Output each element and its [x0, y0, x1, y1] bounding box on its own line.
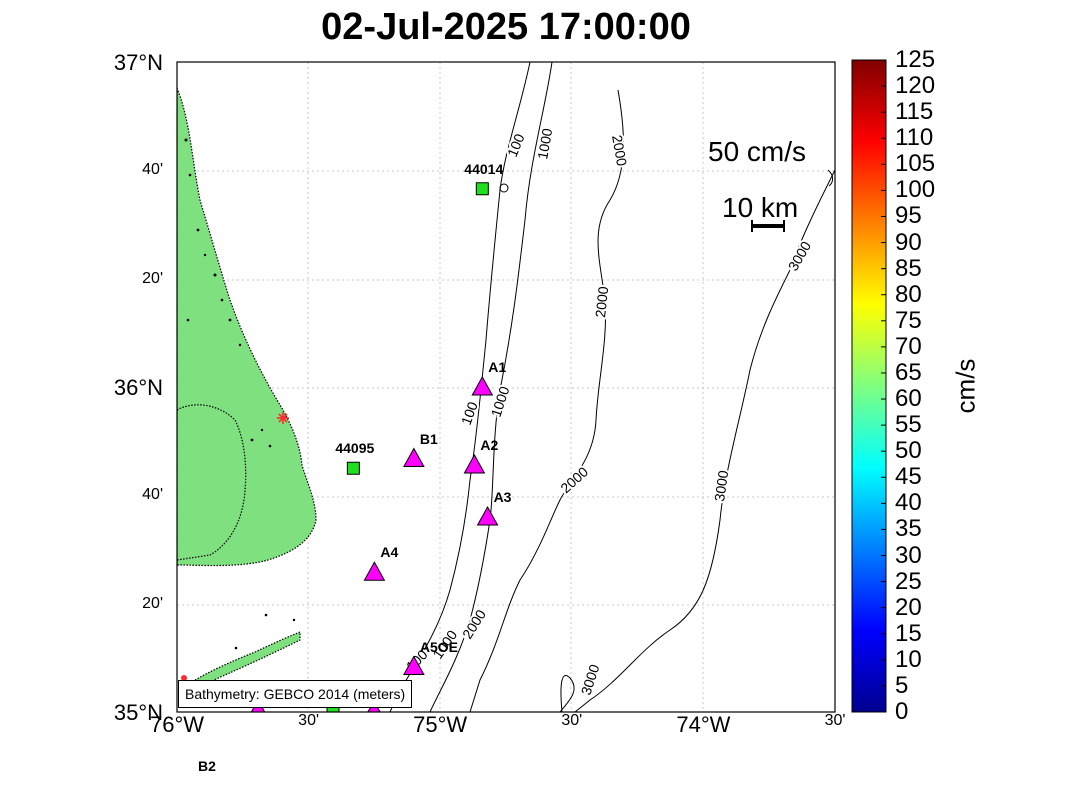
contour-label: 2000: [459, 607, 489, 642]
colorbar-tick-label: 30: [895, 541, 922, 569]
lon-tick-label: 76°W: [149, 712, 205, 737]
lon-tick-label: 75°W: [413, 712, 468, 737]
lon-tick-label: 30': [561, 712, 583, 729]
contour-label: 3000: [785, 238, 815, 273]
colorbar-tick-label: 95: [895, 202, 922, 230]
buoy-marker[interactable]: [475, 182, 489, 196]
colorbar-tick-label: 10: [895, 645, 922, 673]
contour-label: 2000: [557, 463, 591, 496]
graticule: [177, 62, 835, 712]
colorbar-tick-label: 45: [895, 463, 922, 491]
distance-scale-label: 10 km: [722, 192, 799, 223]
station-label: B1: [419, 430, 438, 447]
colorbar-unit-label: cm/s: [950, 358, 981, 414]
mooring-station-marker[interactable]: [471, 375, 494, 396]
inland-water-speckles: [184, 138, 296, 650]
buoy-marker[interactable]: [346, 461, 360, 475]
station-label: A2: [480, 437, 499, 453]
mooring-station-marker[interactable]: [476, 505, 499, 526]
colorbar-tick-label: 15: [895, 619, 922, 647]
colorbar-tick-label: 125: [895, 46, 936, 73]
colorbar-tick-label: 65: [895, 358, 922, 386]
colorbar-tick-label: 40: [895, 489, 922, 517]
colorbar-tick-label: 35: [895, 515, 922, 543]
colorbar-tick-label: 100: [895, 176, 936, 204]
colorbar-tick-label: 50: [895, 437, 922, 465]
colorbar-tick-label: 105: [895, 150, 936, 178]
speed-scale-label: 50 cm/s: [708, 136, 807, 167]
lat-tick-label: 36°N: [113, 375, 163, 400]
lat-tick-label: 37°N: [113, 50, 163, 75]
contour-label: 100: [504, 131, 528, 159]
station-label: A4: [380, 544, 399, 561]
colorbar-tick-label: 85: [895, 254, 922, 282]
colorbar-gradient: [851, 59, 887, 713]
lon-tick-label: 74°W: [676, 712, 731, 737]
lon-tick-label: 30': [298, 712, 320, 729]
colorbar-tick-label: 90: [895, 228, 922, 256]
colorbar-tick-label: 0: [895, 698, 909, 725]
contour-3000: [574, 169, 835, 712]
lat-tick-label: 20': [142, 594, 163, 612]
bathymetry-contours: [389, 62, 835, 712]
station-label: 44095: [335, 440, 375, 457]
colorbar-tick-label: 60: [895, 385, 922, 413]
colorbar: [851, 59, 887, 713]
colorbar-tick-label: 20: [895, 593, 922, 621]
lon-tick-label: 30': [824, 712, 846, 729]
station-label: A3: [493, 489, 512, 505]
contour-label: 2000: [592, 285, 611, 318]
colorbar-tick-label: 25: [895, 567, 922, 595]
map-frame: [176, 61, 836, 713]
mooring-station-marker[interactable]: [463, 453, 486, 474]
colorbar-tick-label: 75: [895, 306, 922, 334]
mooring-station-marker[interactable]: [403, 447, 425, 467]
colorbar-tick-label: 5: [895, 671, 909, 699]
mooring-station-marker[interactable]: [403, 655, 425, 675]
contour-label: 2000: [609, 134, 630, 168]
colorbar-tick-label: 120: [895, 72, 936, 100]
mooring-station-marker[interactable]: [363, 561, 386, 581]
contour-100: [389, 62, 531, 712]
hf-radar-site-marker[interactable]: [277, 412, 289, 424]
distance-scale-bar: [751, 220, 785, 232]
colorbar-tick-label: 55: [895, 411, 922, 439]
lat-tick-label: 40': [142, 161, 163, 179]
lat-tick-label: 20': [142, 269, 163, 287]
map-title: 02-Jul-2025 17:00:00: [321, 6, 691, 48]
station-label: A5OE: [419, 638, 458, 655]
colorbar-tick-label: 115: [895, 98, 934, 126]
lat-tick-label: 35°N: [113, 700, 163, 725]
bathymetry-source-label: Bathymetry: GEBCO 2014 (meters): [178, 680, 413, 708]
offmap-station-label: B2: [198, 758, 216, 774]
colorbar-tick-label: 80: [895, 280, 922, 308]
contour-label: 1000: [488, 384, 513, 419]
lat-tick-label: 40': [142, 486, 163, 504]
hf-radar-site-marker[interactable]: [181, 675, 187, 681]
colorbar-tick-label: 110: [895, 124, 934, 152]
contour-label: 3000: [578, 662, 603, 697]
station-label: A1: [488, 359, 507, 375]
contour-2000: [469, 89, 624, 712]
contour-3000-sw: [559, 675, 575, 712]
contour-1000: [429, 62, 553, 712]
contour-label: 1000: [534, 127, 555, 161]
station-label: 44014: [464, 160, 504, 177]
colorbar-tick-label: 70: [895, 332, 922, 360]
